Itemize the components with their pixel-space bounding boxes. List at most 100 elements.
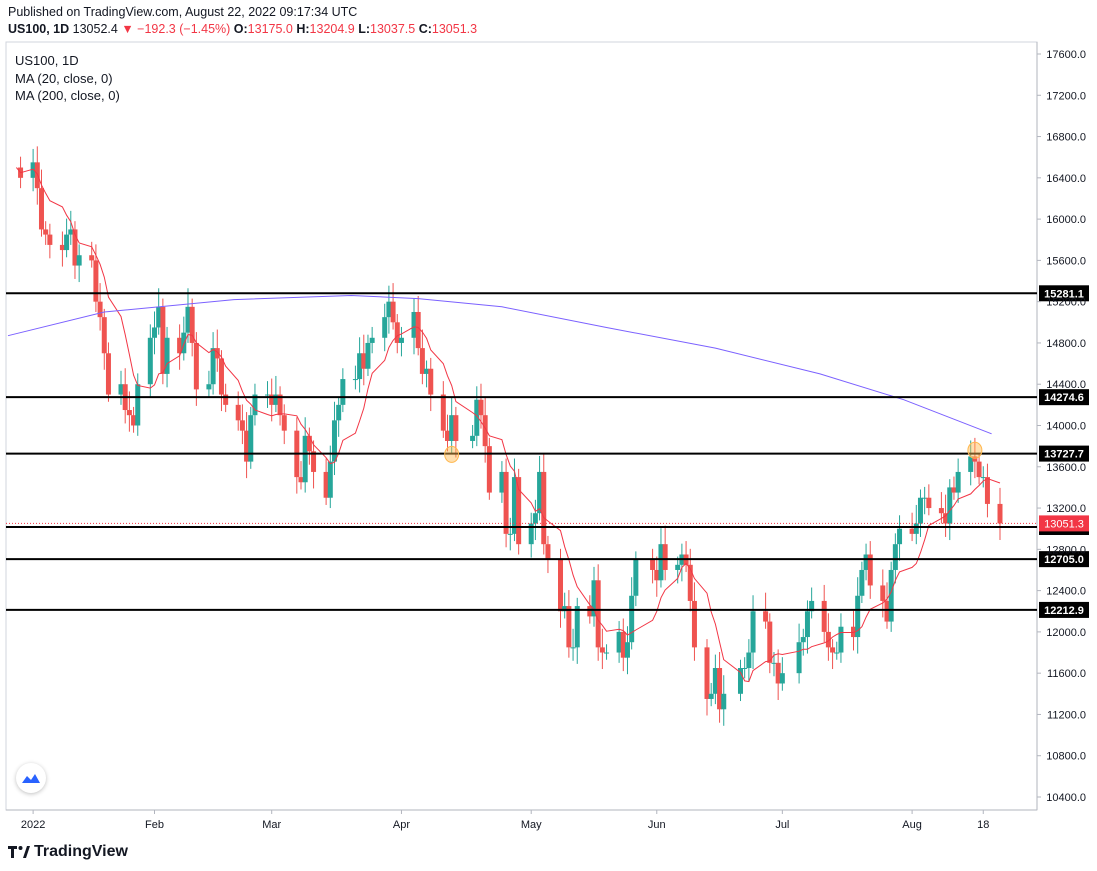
candle (968, 440, 974, 486)
candle (888, 561, 894, 632)
y-tick-label: 16800.0 (1046, 132, 1086, 144)
candle (394, 314, 400, 354)
candle (650, 548, 656, 584)
level-label: 14274.6 (1044, 392, 1084, 404)
candle (164, 326, 170, 388)
x-tick-label: Apr (393, 819, 410, 831)
y-tick-label: 16400.0 (1046, 173, 1086, 185)
candle (516, 468, 522, 555)
candle (76, 244, 82, 283)
y-tick-label: 14400.0 (1046, 379, 1086, 391)
candle (562, 592, 568, 619)
candle (486, 437, 492, 500)
candle (181, 316, 187, 361)
down-arrow-icon: ▼ (121, 22, 134, 36)
marker[interactable] (444, 445, 460, 463)
candle (101, 308, 107, 370)
candle (825, 613, 831, 661)
x-tick-label: Jul (775, 819, 789, 831)
moving-averages (7, 167, 1001, 683)
candle (528, 512, 534, 558)
candle (265, 381, 271, 408)
candle (89, 241, 95, 268)
y-tick-label: 11600.0 (1047, 668, 1086, 680)
candle (365, 334, 371, 376)
level-label-bg (1039, 601, 1089, 618)
candle (917, 489, 923, 537)
last-price-label-bg (1039, 515, 1089, 532)
time-axis[interactable]: 2022 Feb Mar Apr May Jun Jul Aug 18 (6, 809, 1037, 831)
candle (746, 639, 752, 682)
candle (156, 288, 162, 335)
candle (470, 424, 476, 449)
x-tick-label: Mar (262, 819, 281, 831)
legend-ma20[interactable]: MA (20, close, 0) (15, 70, 113, 86)
candle (712, 654, 718, 705)
legend: US100, 1D MA (20, close, 0) MA (200, clo… (15, 52, 120, 105)
y-tick-label: 17200.0 (1046, 90, 1086, 102)
candle (624, 626, 630, 675)
candle (976, 453, 982, 485)
level-label-bg (1039, 285, 1089, 302)
candle (273, 375, 279, 413)
close-label: C: (418, 22, 432, 36)
level-label-bg (1039, 551, 1089, 568)
candle (591, 566, 597, 627)
level-label: 12212.9 (1044, 605, 1084, 617)
candle (499, 461, 505, 503)
candle (419, 329, 425, 385)
candle (821, 584, 827, 643)
high-label: H: (296, 22, 310, 36)
y-tick-label: 11200.0 (1047, 709, 1086, 721)
y-tick-label: 14000.0 (1046, 421, 1086, 433)
open-value: 13175.0 (247, 22, 293, 36)
candle (369, 326, 375, 354)
price-change: −192.3 (−1.45%) (137, 22, 231, 36)
candle (444, 414, 450, 452)
y-tick-label: 10800.0 (1046, 751, 1086, 763)
y-tick-label: 13600.0 (1046, 462, 1086, 474)
candle (151, 311, 157, 355)
candles (18, 146, 1003, 726)
candle (662, 525, 668, 581)
x-tick-label: May (521, 819, 542, 831)
candle (482, 396, 488, 463)
candle (863, 543, 869, 581)
candle (800, 628, 806, 656)
open-label: O: (233, 22, 248, 36)
y-tick-label: 12800.0 (1046, 544, 1086, 556)
candle (449, 396, 455, 455)
candle (922, 486, 928, 515)
candle (859, 561, 865, 603)
candle (206, 370, 212, 397)
ma200-line (7, 294, 992, 435)
candle (440, 381, 446, 438)
candle (252, 383, 258, 426)
candle (248, 406, 254, 469)
candle (750, 595, 756, 670)
y-tick-label: 13200.0 (1046, 503, 1086, 515)
candle (327, 445, 333, 509)
candle (311, 440, 317, 489)
low-label: L: (358, 22, 371, 36)
candle (658, 528, 664, 588)
candle (541, 453, 547, 555)
marker[interactable] (967, 441, 983, 459)
candle (721, 675, 727, 726)
candle (809, 587, 815, 619)
legend-ma200[interactable]: MA (200, close, 0) (15, 88, 120, 103)
candle (595, 564, 601, 661)
price-axis[interactable]: 17600.0 17200.0 16800.0 16400.0 16000.0 15600… (1037, 49, 1086, 804)
level-label-bg (1039, 445, 1089, 462)
brand-name: TradingView (34, 843, 128, 860)
candle (704, 639, 710, 716)
level-label: 13727.7 (1044, 449, 1084, 461)
candle (629, 577, 635, 650)
candle (38, 169, 44, 237)
candle (997, 487, 1003, 540)
candle (160, 298, 166, 385)
candle (323, 458, 329, 505)
tradingview-logo-button[interactable] (16, 763, 46, 793)
x-tick-label: 2022 (21, 819, 45, 831)
